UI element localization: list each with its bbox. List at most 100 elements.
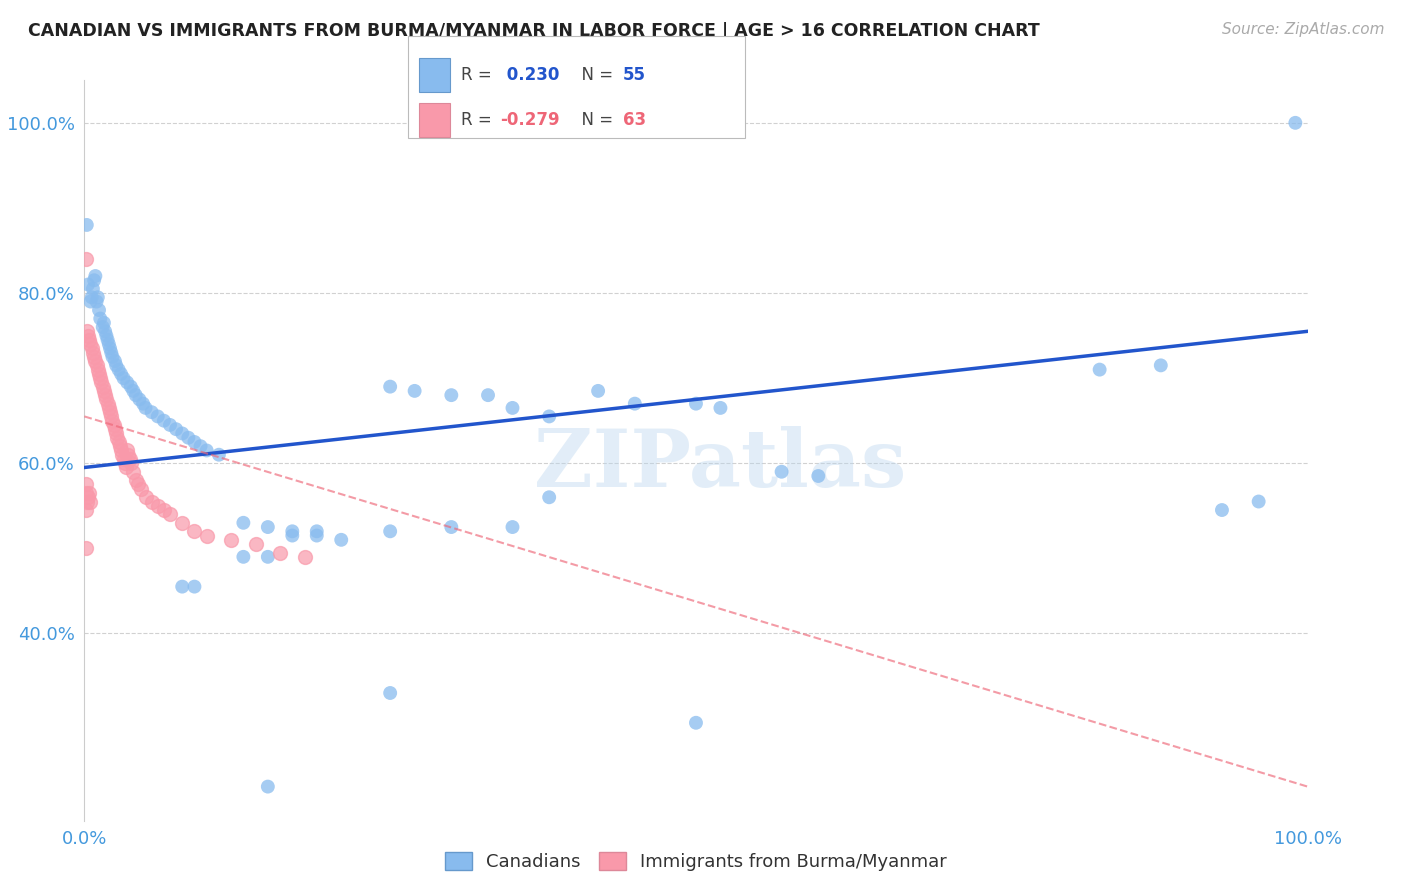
Point (141, 405, 163, 419)
Point (502, 401, 524, 415)
Point (100, 409, 122, 424)
Point (97, 397, 120, 411)
Point (105, 359, 128, 373)
Point (172, 426, 194, 441)
Point (87, 303, 110, 318)
Point (76, 494, 98, 508)
Point (122, 384, 145, 398)
Point (76, 218, 98, 232)
Point (624, 397, 647, 411)
Point (87, 367, 110, 381)
Point (105, 431, 128, 445)
Point (77, 277, 100, 292)
Point (305, 524, 328, 539)
Point (100, 345, 122, 359)
Text: N =: N = (571, 111, 619, 128)
Point (83, 273, 105, 287)
Point (101, 414, 124, 428)
Point (86, 294, 108, 309)
Point (709, 401, 731, 415)
Point (104, 422, 127, 436)
Point (97, 337, 120, 351)
Point (84, 268, 107, 283)
Point (112, 371, 135, 385)
Point (153, 414, 176, 428)
Point (281, 528, 304, 542)
Point (153, 503, 176, 517)
Point (685, 715, 707, 730)
Point (232, 516, 254, 530)
Text: 63: 63 (623, 111, 645, 128)
Point (75, 541, 97, 556)
Point (538, 409, 561, 424)
Point (80, 342, 103, 356)
Point (86, 359, 108, 373)
Point (108, 439, 131, 453)
Point (586, 384, 609, 398)
Point (146, 499, 169, 513)
Point (77, 328, 100, 343)
Text: R =: R = (461, 111, 498, 128)
Text: R =: R = (461, 66, 498, 84)
Point (114, 456, 136, 470)
Point (232, 549, 254, 564)
Point (125, 388, 148, 402)
Point (117, 448, 139, 462)
Point (111, 448, 134, 462)
Point (79, 494, 101, 508)
Point (1150, 359, 1173, 373)
Point (84, 354, 107, 368)
Point (110, 443, 132, 458)
Point (75, 486, 97, 500)
Point (89, 311, 111, 326)
Point (104, 354, 127, 368)
Point (93, 316, 115, 330)
Point (110, 367, 132, 381)
Point (132, 397, 155, 411)
Point (538, 490, 561, 504)
Point (380, 524, 402, 539)
Point (97, 333, 120, 347)
Point (190, 439, 212, 453)
Point (87, 362, 110, 376)
Point (195, 528, 218, 542)
Point (107, 434, 129, 449)
Point (159, 508, 181, 522)
Point (1088, 362, 1111, 376)
Point (77, 490, 100, 504)
Point (91, 379, 114, 393)
Point (269, 545, 291, 559)
Point (257, 549, 280, 564)
Point (165, 422, 187, 436)
Point (128, 392, 150, 407)
Point (208, 448, 231, 462)
Point (105, 426, 128, 441)
Point (502, 520, 524, 534)
Point (75, 252, 97, 266)
Point (1211, 503, 1233, 517)
Text: N =: N = (571, 66, 619, 84)
Point (103, 417, 125, 432)
Point (89, 371, 111, 385)
Point (112, 452, 135, 467)
Point (183, 434, 205, 449)
Point (115, 443, 138, 458)
Point (177, 431, 200, 445)
Point (380, 686, 402, 700)
Point (80, 290, 103, 304)
Point (404, 384, 426, 398)
Point (96, 392, 118, 407)
Point (98, 405, 121, 419)
Point (120, 456, 142, 470)
Point (127, 477, 149, 491)
Point (135, 490, 157, 504)
Point (141, 494, 163, 508)
Point (120, 379, 142, 393)
Point (183, 524, 205, 539)
Point (93, 384, 115, 398)
Point (75, 503, 97, 517)
Legend: Canadians, Immigrants from Burma/Myanmar: Canadians, Immigrants from Burma/Myanmar (437, 845, 955, 879)
Point (122, 465, 145, 479)
Point (90, 376, 112, 390)
Point (82, 282, 104, 296)
